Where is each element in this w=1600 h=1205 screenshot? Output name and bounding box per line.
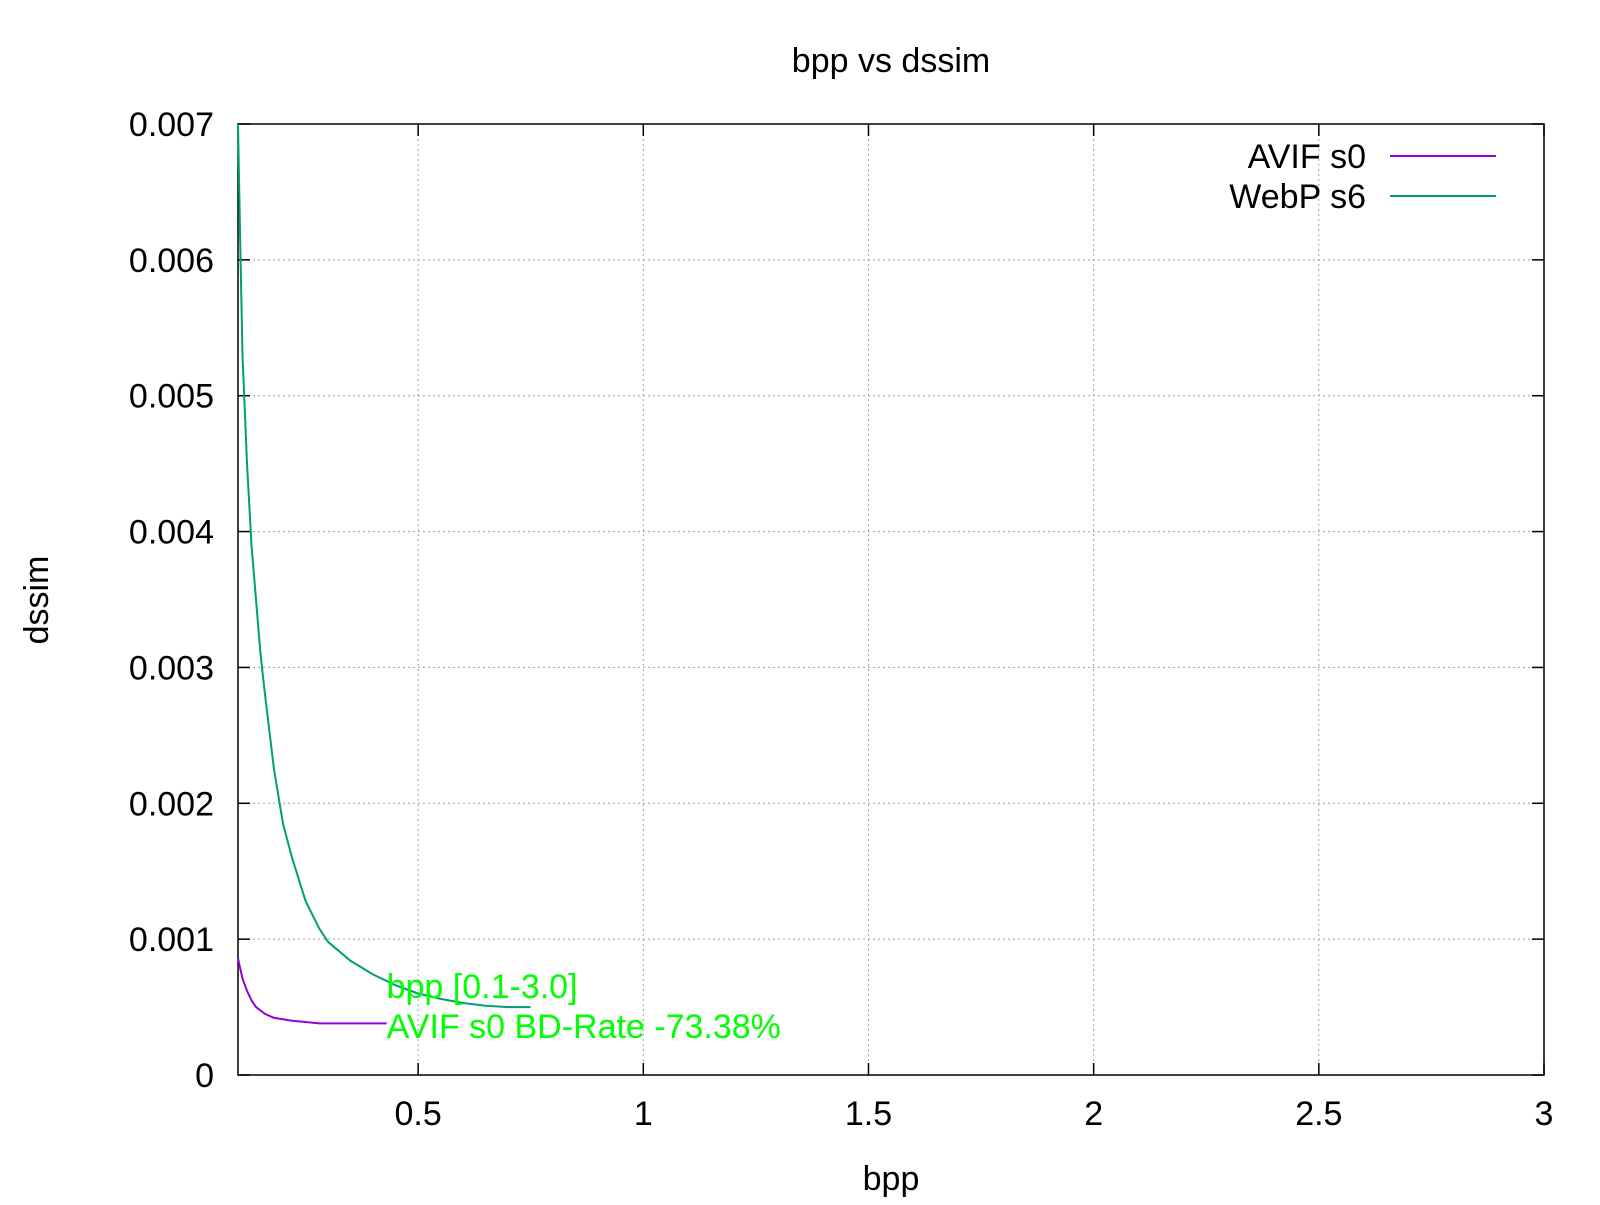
- y-axis-label: dssim: [18, 556, 56, 645]
- series-line-avif-s0: [237, 957, 387, 1025]
- annotations: bpp [0.1-3.0]AVIF s0 BD-Rate -73.38%: [387, 968, 781, 1046]
- x-axis-label: bpp: [863, 1160, 920, 1198]
- tick-labels: 0.5 1 1.5 2 2.5 3 0 0.001 0.002 0.003 0.004 0.005 0.…: [129, 106, 1554, 1133]
- y-tick-label: 0.007: [129, 106, 214, 144]
- x-tick-label: 1: [634, 1095, 653, 1133]
- annotation-text: bpp [0.1-3.0]: [387, 968, 578, 1006]
- y-tick-label: 0: [195, 1057, 214, 1095]
- x-tick-label: 3: [1535, 1095, 1554, 1133]
- plot-frame: [237, 123, 1545, 1076]
- x-tick-label: 2.5: [1295, 1095, 1342, 1133]
- y-tick-label: 0.003: [129, 649, 214, 687]
- y-tick-label: 0.005: [129, 378, 214, 416]
- grid-lines: [238, 124, 1544, 1075]
- x-tick-label: 0.5: [395, 1095, 442, 1133]
- y-tick-label: 0.006: [129, 242, 214, 280]
- x-tick-label: 1.5: [845, 1095, 892, 1133]
- legend-label: AVIF s0: [1248, 138, 1366, 176]
- legend-label: WebP s6: [1229, 178, 1366, 216]
- annotation-text: AVIF s0 BD-Rate -73.38%: [387, 1008, 781, 1046]
- y-tick-label: 0.002: [129, 785, 214, 823]
- y-tick-label: 0.004: [129, 514, 214, 552]
- series-lines: [237, 123, 531, 1025]
- series-line-webp-s6: [237, 123, 531, 1009]
- chart-title: bpp vs dssim: [792, 42, 990, 80]
- x-tick-label: 2: [1084, 1095, 1103, 1133]
- y-tick-label: 0.001: [129, 921, 214, 959]
